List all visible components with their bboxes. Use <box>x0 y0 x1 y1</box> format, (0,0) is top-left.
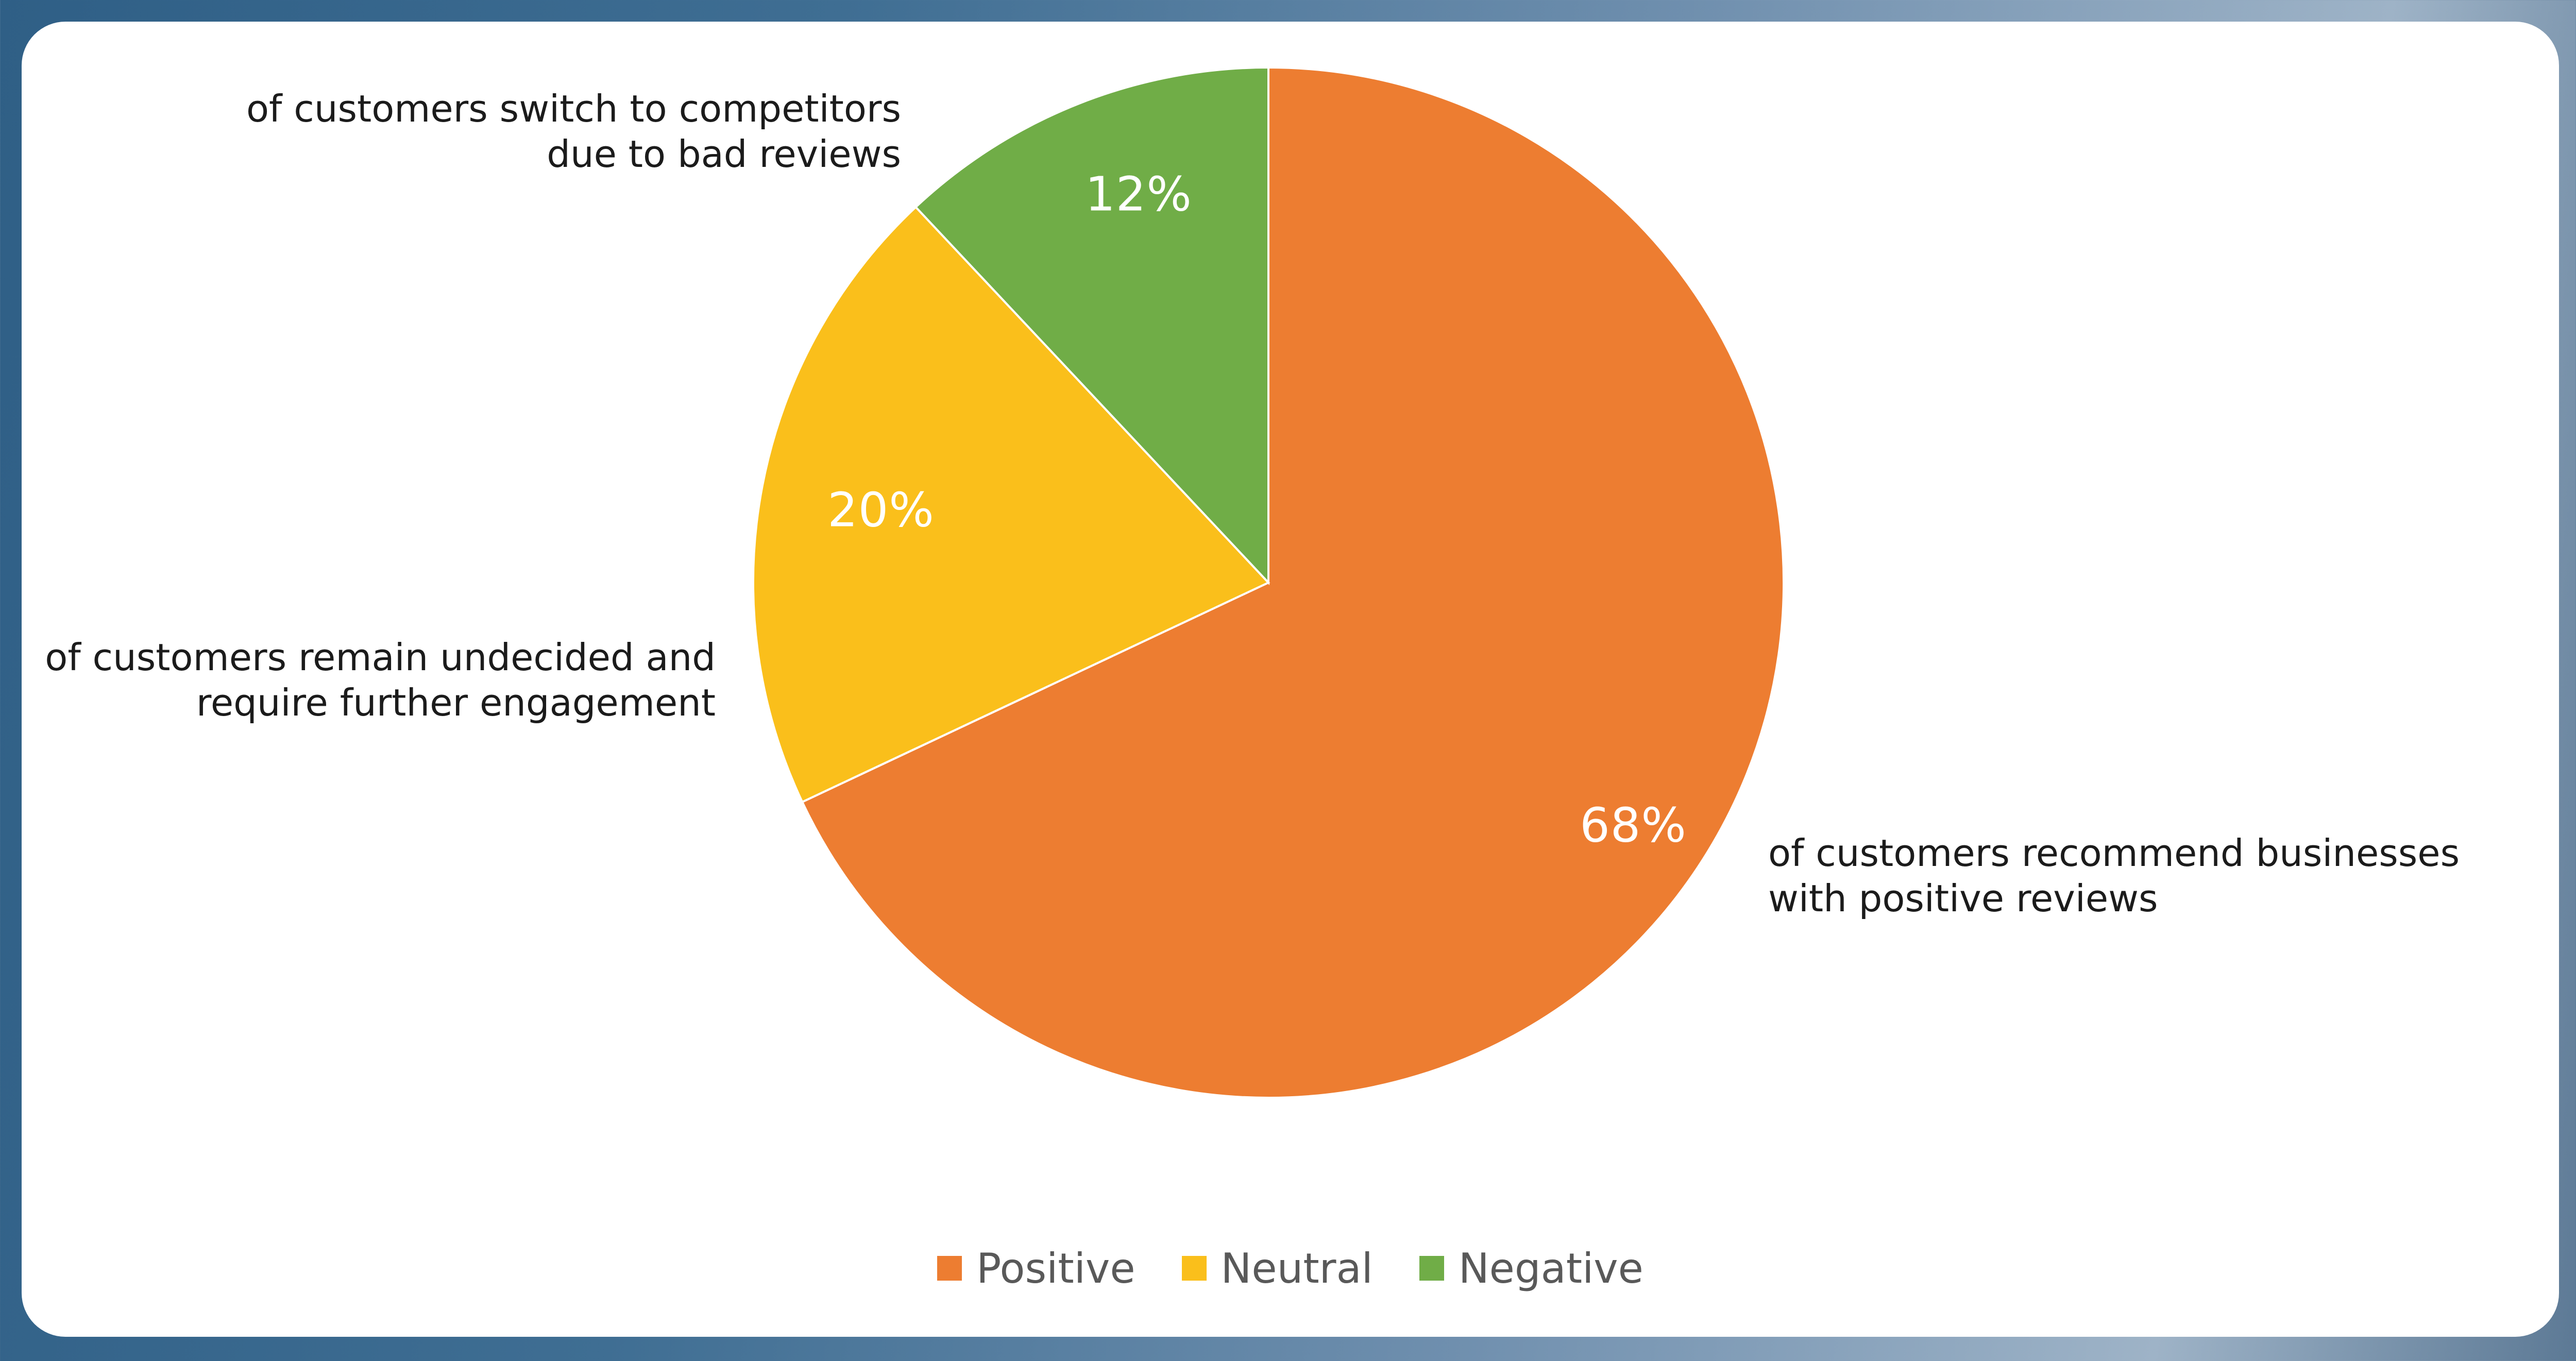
annotation-positive: of customers recommend businesses with p… <box>1768 830 2460 921</box>
legend-item-neutral: Neutral <box>1181 1244 1373 1292</box>
legend-item-positive: Positive <box>937 1244 1136 1292</box>
annotation-neutral-line-2: require further engagement <box>196 681 716 724</box>
pie-slice-negative <box>914 66 1269 586</box>
legend-swatch-neutral <box>1181 1256 1207 1281</box>
slice-label-positive: 68% <box>1580 797 1687 853</box>
annotation-negative: of customers switch to competitors due t… <box>246 86 901 177</box>
pie-chart <box>752 66 1785 1099</box>
annotation-neutral: of customers remain undecided and requir… <box>45 635 716 725</box>
legend-swatch-positive <box>937 1256 962 1281</box>
annotation-negative-line-2: due to bad reviews <box>547 132 901 176</box>
annotation-positive-line-1: of customers recommend businesses <box>1768 831 2460 875</box>
legend-label-negative: Negative <box>1458 1244 1643 1292</box>
legend-item-negative: Negative <box>1419 1245 1643 1292</box>
legend: Positive Neutral Negative <box>22 1240 2559 1297</box>
annotation-neutral-line-1: of customers remain undecided and <box>45 636 716 679</box>
pie-slice-neutral <box>752 206 1270 804</box>
annotation-negative-line-1: of customers switch to competitors <box>246 87 901 130</box>
slice-label-neutral: 20% <box>827 482 935 538</box>
pie-slice-positive <box>801 66 1785 1099</box>
legend-swatch-negative <box>1419 1256 1444 1281</box>
chart-card: 68% 20% 12% of customers switch to compe… <box>22 22 2559 1337</box>
legend-label-positive: Positive <box>976 1244 1136 1292</box>
legend-label-neutral: Neutral <box>1221 1244 1373 1292</box>
slice-label-negative: 12% <box>1085 166 1192 222</box>
annotation-positive-line-2: with positive reviews <box>1768 877 2158 920</box>
